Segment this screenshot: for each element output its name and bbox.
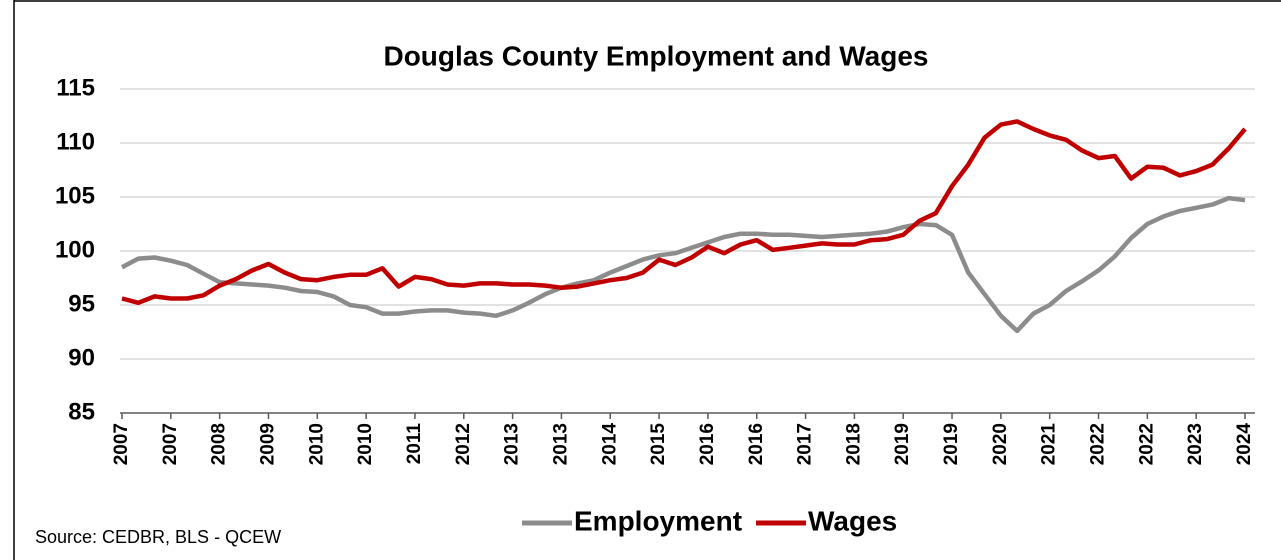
source-note: Source: CEDBR, BLS - QCEW — [35, 527, 281, 547]
x-tick-label: 2017 — [795, 423, 816, 465]
legend-label: Wages — [808, 505, 897, 536]
y-tick-label: 100 — [55, 236, 95, 263]
x-tick-label: 2021 — [1039, 423, 1060, 466]
x-tick-label: 2023 — [1185, 423, 1206, 465]
chart-title: Douglas County Employment and Wages — [383, 40, 928, 71]
x-tick-label: 2008 — [209, 423, 230, 465]
x-tick-label: 2012 — [453, 423, 474, 465]
x-tick-label: 2019 — [941, 423, 962, 465]
x-tick-label: 2011 — [404, 423, 425, 465]
x-tick-label: 2014 — [599, 423, 620, 466]
y-tick-label: 85 — [68, 398, 95, 425]
series-line — [120, 195, 1246, 334]
x-tick-label: 2007 — [111, 423, 132, 465]
y-tick-label: 90 — [68, 344, 95, 371]
x-tick-label: 2020 — [990, 423, 1011, 465]
x-tick-label: 2013 — [502, 423, 523, 465]
x-tick-label: 2016 — [746, 423, 767, 465]
x-tick-label: 2022 — [1136, 423, 1157, 465]
x-tick-label: 2010 — [306, 423, 327, 465]
x-tick-label: 2013 — [550, 423, 571, 465]
y-tick-label: 110 — [56, 128, 95, 155]
legend-label: Employment — [574, 505, 742, 536]
series-line — [121, 119, 1247, 306]
x-tick-label: 2024 — [1234, 423, 1255, 466]
x-tick-label: 2009 — [257, 423, 278, 465]
x-tick-label: 2015 — [648, 423, 669, 466]
x-tick-label: 2019 — [892, 423, 913, 465]
x-tick-label: 2007 — [160, 423, 181, 465]
x-tick-label: 2022 — [1088, 423, 1109, 465]
x-tick-label: 2018 — [843, 423, 864, 465]
y-tick-label: 95 — [68, 290, 95, 317]
x-tick-label: 2010 — [355, 423, 376, 465]
y-tick-label: 105 — [55, 182, 95, 209]
y-tick-label: 115 — [56, 74, 95, 101]
x-tick-label: 2016 — [697, 423, 718, 465]
